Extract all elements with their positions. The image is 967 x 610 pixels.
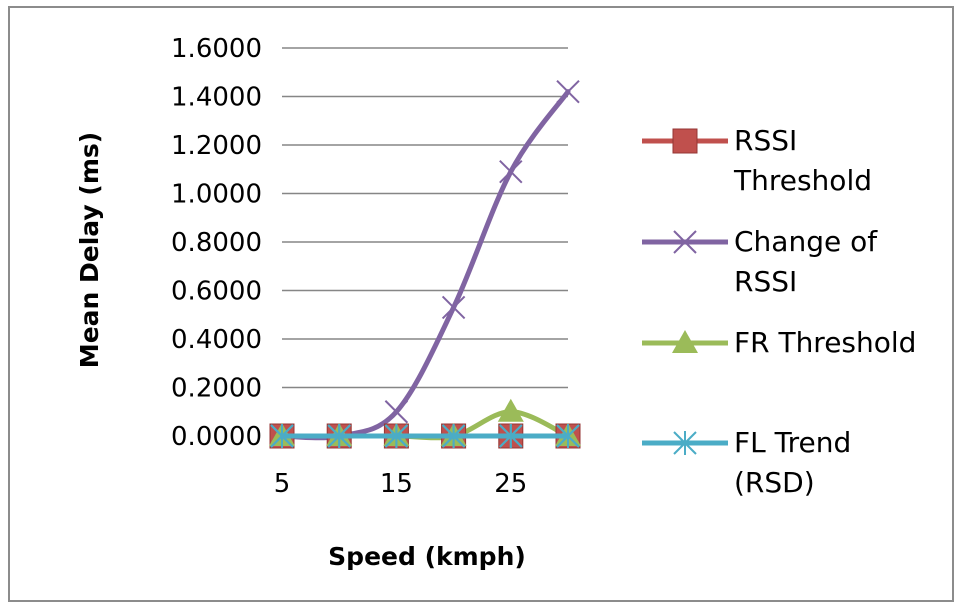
legend-marker xyxy=(673,431,697,455)
data-point xyxy=(384,424,409,448)
legend-entry: FR Threshold xyxy=(642,326,916,359)
y-tick-label: 0.8000 xyxy=(171,228,262,258)
legend-label: RSSI xyxy=(734,265,797,298)
legend-label: FL Trend xyxy=(734,426,851,459)
y-tick-label: 0.2000 xyxy=(171,374,262,404)
legend-entry: Change of RSSI xyxy=(642,225,878,298)
legend-label: (RSD) xyxy=(734,466,815,499)
legend: RSSI Threshold Change of RSSI FR Threshold FL… xyxy=(642,124,916,499)
x-tick-label: 5 xyxy=(274,469,291,499)
data-point xyxy=(497,398,524,422)
data-point xyxy=(441,424,466,448)
data-point xyxy=(499,159,523,184)
legend-label: Change of xyxy=(734,225,878,258)
data-point xyxy=(556,424,580,448)
y-tick-label: 1.0000 xyxy=(171,180,262,210)
series-line-1 xyxy=(279,89,571,441)
legend-label: RSSI xyxy=(734,124,797,157)
legend-marker xyxy=(672,128,698,154)
x-axis-tick-labels: 5 15 25 xyxy=(274,469,528,499)
legend-entry: RSSI Threshold xyxy=(642,124,872,197)
series-markers xyxy=(269,79,581,449)
y-tick-label: 1.4000 xyxy=(171,83,262,113)
series-lines xyxy=(279,89,571,441)
y-tick-label: 1.6000 xyxy=(171,34,262,64)
y-axis-title: Mean Delay (ms) xyxy=(75,132,104,368)
legend-label: FR Threshold xyxy=(734,326,916,359)
data-point xyxy=(270,424,294,448)
line-chart: 0.0000 0.2000 0.4000 0.6000 0.8000 1.0000 1.20… xyxy=(75,34,916,571)
data-point xyxy=(441,295,466,320)
legend-marker xyxy=(673,230,697,254)
y-axis-tick-labels: 0.0000 0.2000 0.4000 0.6000 0.8000 1.0000 1.20… xyxy=(171,34,262,452)
y-tick-label: 0.4000 xyxy=(171,325,262,355)
x-tick-label: 15 xyxy=(380,469,413,499)
y-tick-label: 0.0000 xyxy=(171,422,262,452)
legend-marker xyxy=(672,330,698,353)
legend-entry: FL Trend (RSD) xyxy=(642,426,851,499)
data-point xyxy=(499,424,523,448)
chart-frame: 0.0000 0.2000 0.4000 0.6000 0.8000 1.0000 1.20… xyxy=(8,6,954,602)
y-tick-label: 0.6000 xyxy=(171,277,262,307)
data-point xyxy=(384,400,409,424)
y-tick-label: 1.2000 xyxy=(171,131,262,161)
x-tick-label: 25 xyxy=(494,469,527,499)
grid-lines xyxy=(282,47,568,437)
data-point xyxy=(327,424,351,448)
x-axis-title: Speed (kmph) xyxy=(328,542,526,571)
data-point xyxy=(556,79,580,104)
legend-label: Threshold xyxy=(733,164,872,197)
